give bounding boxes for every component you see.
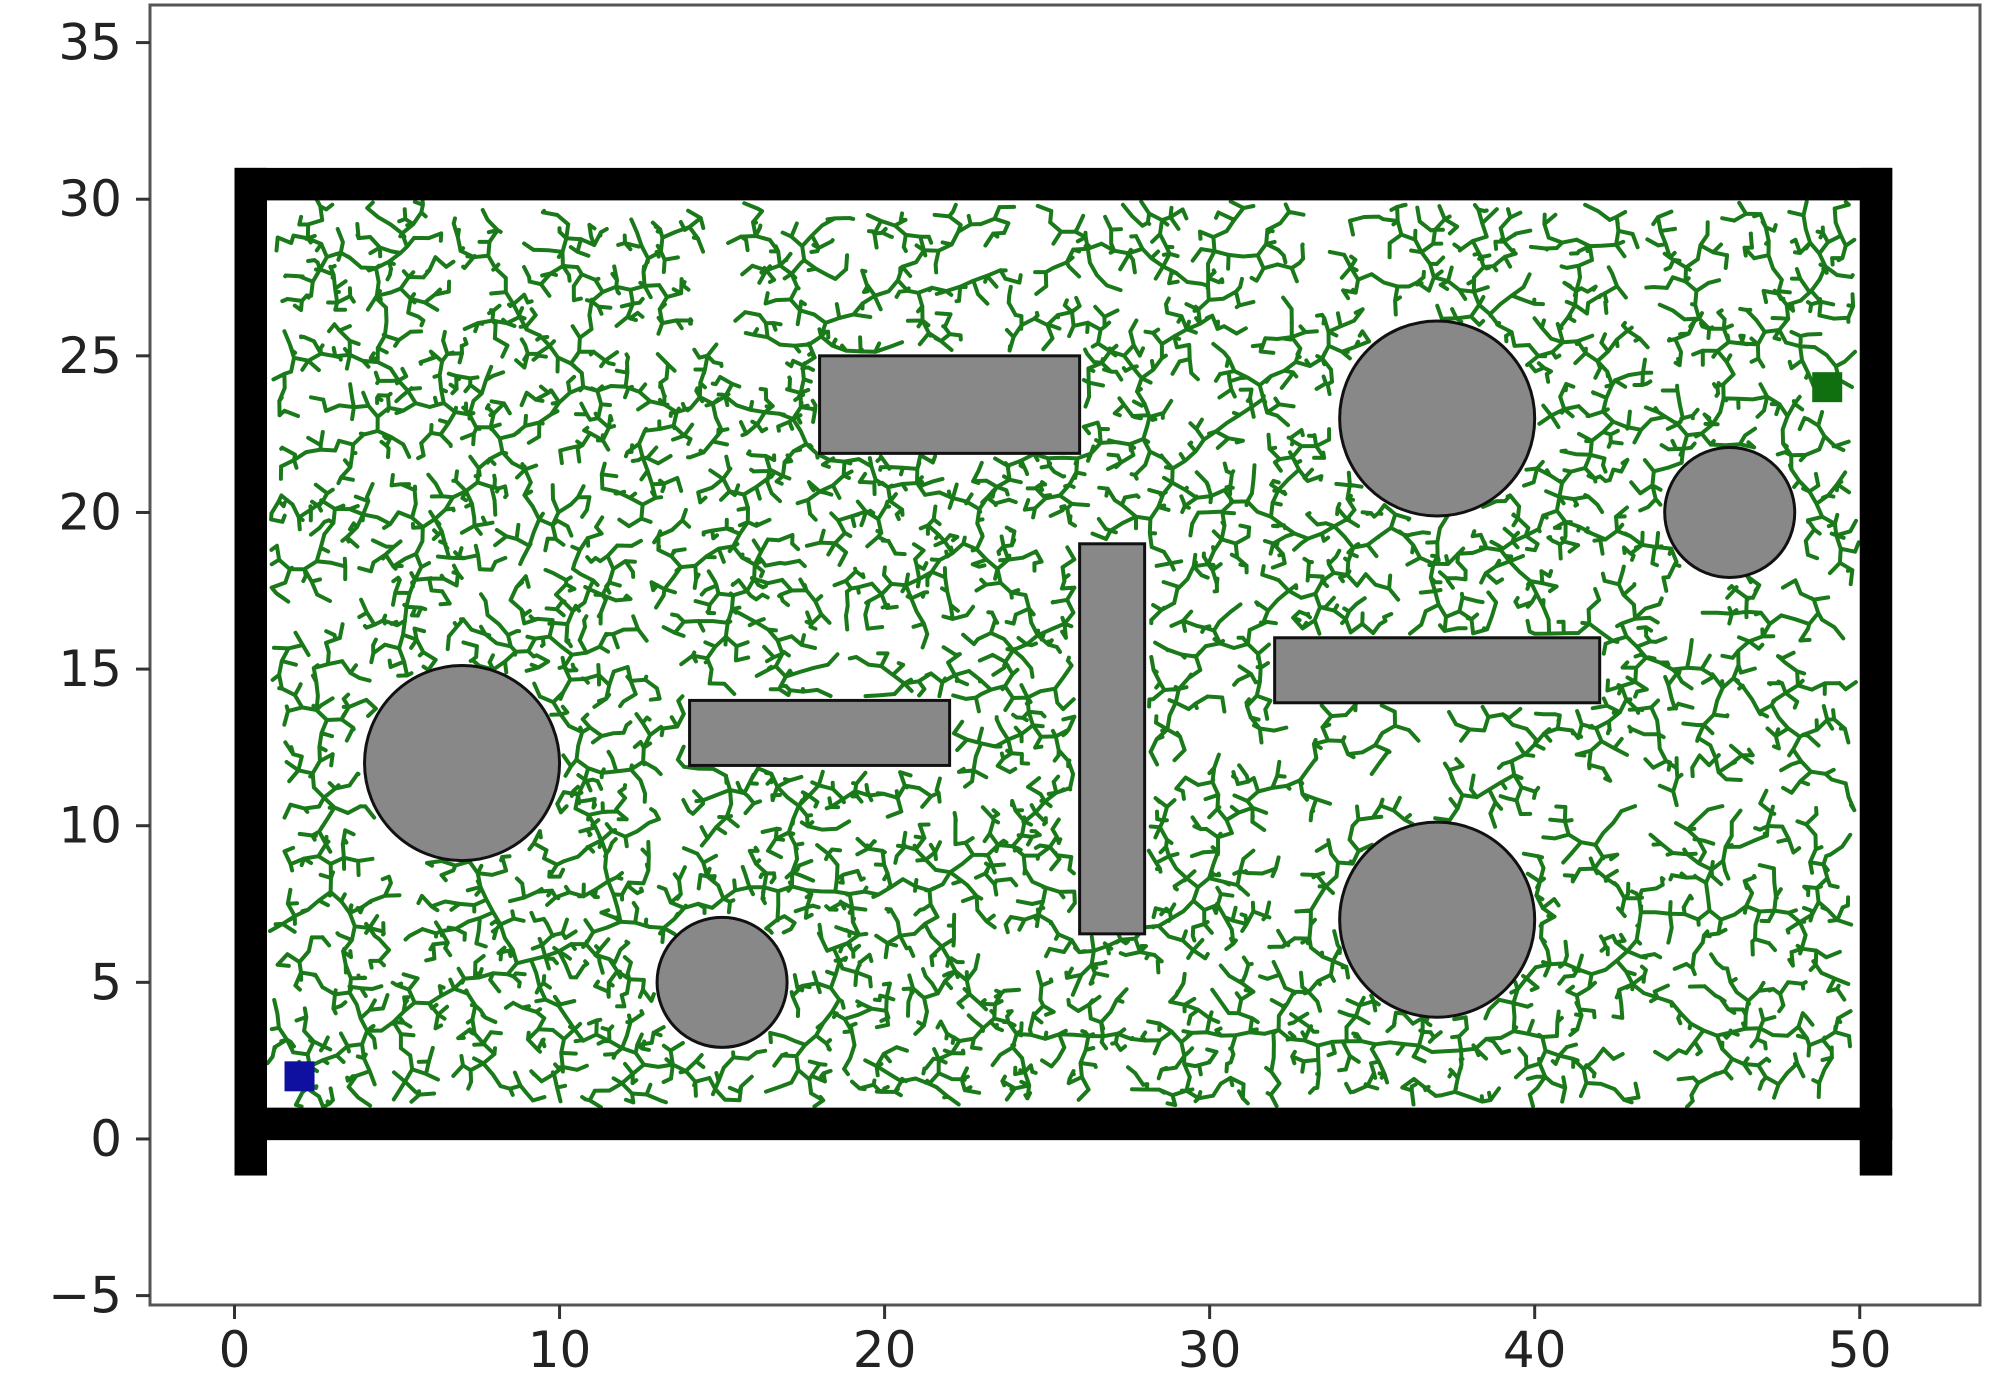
y-tick-label: 35 — [58, 14, 122, 72]
x-tick-label: 10 — [528, 1321, 592, 1373]
start-marker — [285, 1061, 315, 1091]
rect-obstacle — [1080, 544, 1145, 934]
boundary-wall — [235, 1108, 1893, 1141]
x-tick-label: 30 — [1178, 1321, 1242, 1373]
x-tick-label: 20 — [853, 1321, 917, 1373]
boundary-wall — [235, 168, 1893, 201]
circle-obstacle — [1340, 822, 1535, 1017]
circle-obstacle — [1340, 321, 1535, 516]
x-tick-label: 0 — [219, 1321, 251, 1373]
circle-obstacle — [365, 666, 560, 861]
x-tick-label: 40 — [1503, 1321, 1567, 1373]
rect-obstacle — [820, 356, 1080, 454]
boundary-wall — [235, 168, 268, 1176]
y-tick-label: 20 — [58, 483, 122, 541]
y-tick-label: 25 — [58, 327, 122, 385]
rect-obstacle — [690, 700, 950, 765]
y-tick-label: 5 — [90, 953, 122, 1011]
y-tick-label: −5 — [48, 1267, 122, 1325]
boundary-wall — [1860, 168, 1893, 1176]
y-tick-label: 0 — [90, 1110, 122, 1168]
y-tick-label: 30 — [58, 170, 122, 228]
y-tick-label: 10 — [58, 797, 122, 855]
y-tick-label: 15 — [58, 640, 122, 698]
circle-obstacle — [657, 917, 787, 1047]
x-tick-label: 50 — [1828, 1321, 1892, 1373]
goal-marker — [1812, 372, 1842, 402]
circle-obstacle — [1665, 447, 1795, 577]
rect-obstacle — [1275, 638, 1600, 703]
